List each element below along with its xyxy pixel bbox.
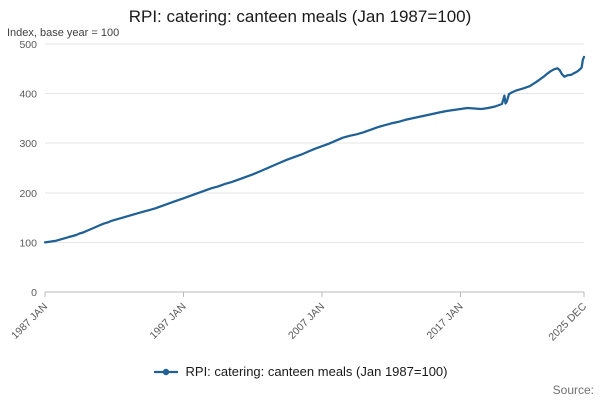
legend-line-marker-icon (153, 368, 178, 375)
x-tick-label: 2007 JAN (286, 301, 327, 342)
y-tick-label: 200 (19, 188, 37, 200)
y-tick-label: 0 (31, 287, 37, 299)
x-tick-label: 2025 DEC (546, 300, 589, 343)
x-tick-label: 1987 JAN (9, 301, 50, 342)
y-tick-label: 500 (19, 39, 37, 51)
chart-title: RPI: catering: canteen meals (Jan 1987=1… (128, 7, 472, 26)
source-label: Source: (552, 383, 594, 397)
x-tick-label: 2017 JAN (425, 301, 466, 342)
y-tick-label: 400 (19, 89, 37, 101)
y-tick-label: 300 (19, 138, 37, 150)
x-tick-label: 1997 JAN (148, 301, 189, 342)
legend-item[interactable]: RPI: catering: canteen meals (Jan 1987=1… (0, 364, 600, 379)
series-line[interactable] (43, 55, 586, 244)
legend-label: RPI: catering: canteen meals (Jan 1987=1… (185, 364, 448, 379)
y-tick-label: 100 (19, 237, 37, 249)
y-axis-unit-label: Index, base year = 100 (7, 27, 120, 39)
